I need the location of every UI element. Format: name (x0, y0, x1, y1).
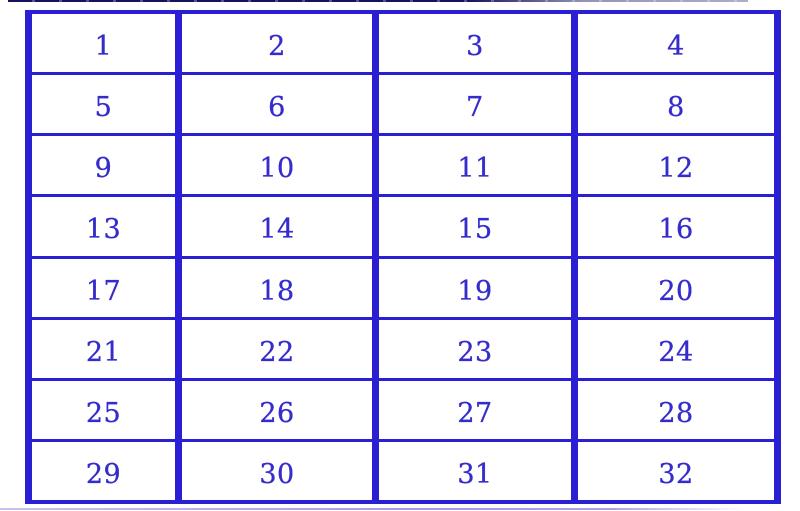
table-cell: 12 (578, 136, 774, 195)
table-cell: 11 (379, 136, 571, 195)
table-cell: 20 (578, 258, 774, 317)
table-cell: 23 (379, 319, 571, 378)
table-cell: 1 (32, 14, 175, 73)
table-cell: 15 (379, 197, 571, 256)
table-cell: 10 (182, 136, 372, 195)
table-cell: 32 (578, 441, 774, 500)
table-cell: 7 (379, 75, 571, 134)
table-cell: 3 (379, 14, 571, 73)
table-cell: 6 (182, 75, 372, 134)
table-cell: 29 (32, 441, 175, 500)
cropped-line-top (8, 0, 748, 2)
table-cell: 9 (32, 136, 175, 195)
cropped-line-bottom (0, 508, 745, 510)
table-cell: 19 (379, 258, 571, 317)
table-cell: 25 (32, 380, 175, 439)
table-cell: 27 (379, 380, 571, 439)
table-cell: 24 (578, 319, 774, 378)
table-cell: 26 (182, 380, 372, 439)
table-cell: 13 (32, 197, 175, 256)
table-cell: 28 (578, 380, 774, 439)
table-cell: 18 (182, 258, 372, 317)
number-table: 1 2 3 4 5 6 7 8 9 10 11 12 13 14 15 16 1… (25, 10, 781, 504)
table-cell: 14 (182, 197, 372, 256)
table-cell: 30 (182, 441, 372, 500)
table-cell: 21 (32, 319, 175, 378)
table-cell: 31 (379, 441, 571, 500)
table-cell: 2 (182, 14, 372, 73)
table-cell: 8 (578, 75, 774, 134)
table-cell: 4 (578, 14, 774, 73)
table-cell: 16 (578, 197, 774, 256)
table-cell: 22 (182, 319, 372, 378)
table-cell: 17 (32, 258, 175, 317)
table-cell: 5 (32, 75, 175, 134)
